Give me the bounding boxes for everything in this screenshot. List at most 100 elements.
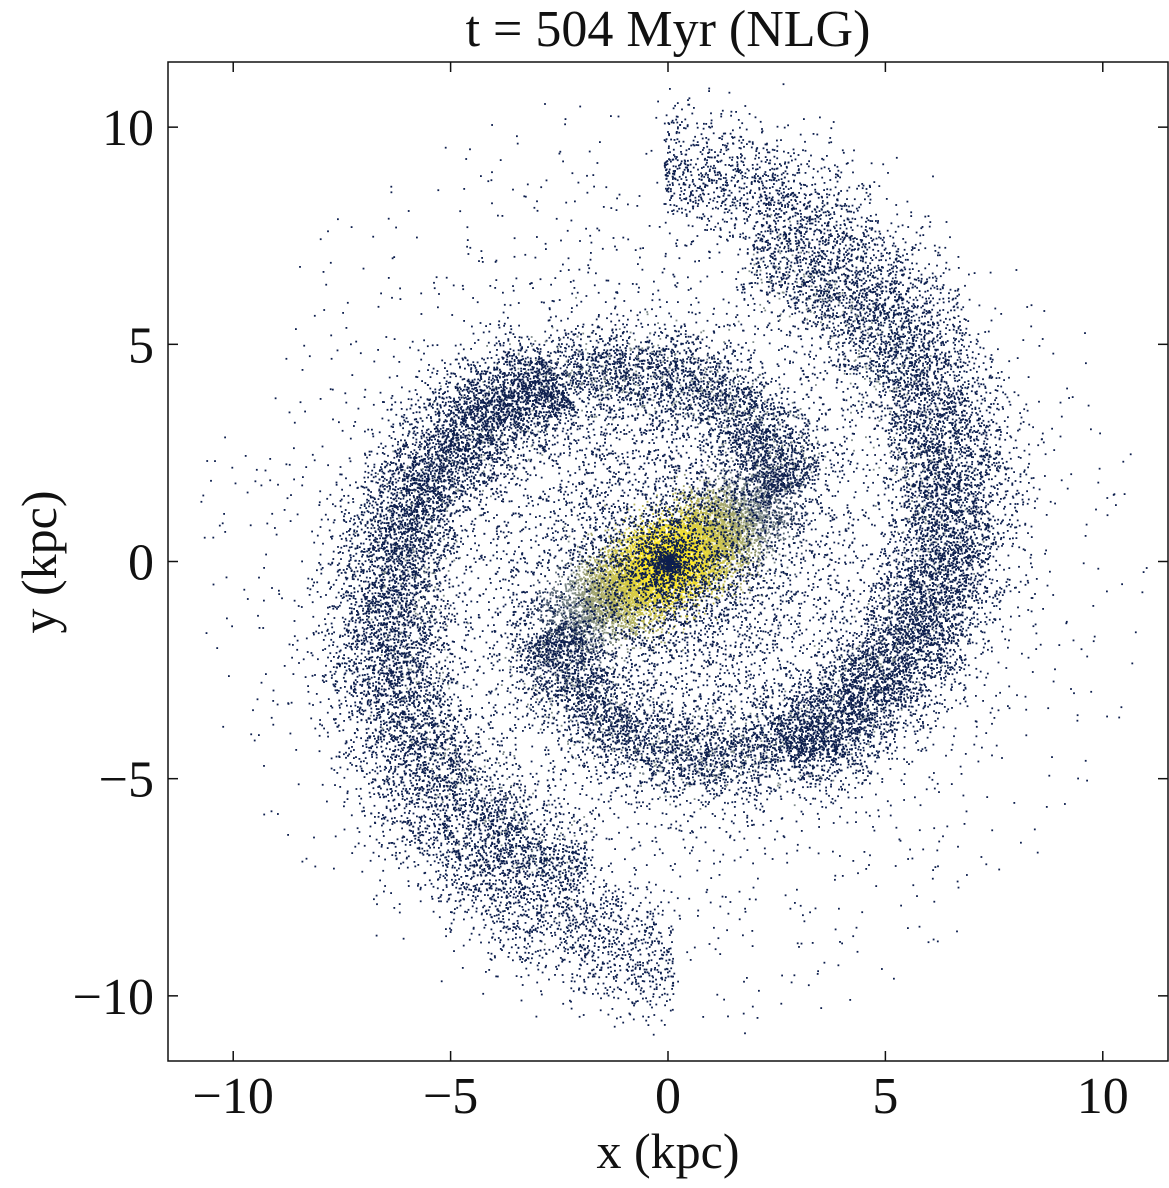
- density-particle: [626, 551, 629, 554]
- density-particle: [757, 574, 760, 576]
- density-particle: [742, 537, 744, 540]
- density-particle: [509, 633, 512, 635]
- density-particle: [683, 581, 685, 584]
- density-particle: [646, 528, 649, 531]
- density-particle: [498, 653, 501, 655]
- density-particle: [719, 551, 722, 554]
- density-particle: [740, 588, 743, 591]
- density-particle: [582, 571, 585, 574]
- density-particle: [726, 522, 729, 525]
- density-particle: [564, 625, 567, 628]
- density-particle: [558, 608, 560, 610]
- density-particle: [548, 623, 550, 626]
- density-particle: [513, 626, 516, 629]
- density-particle: [726, 504, 728, 507]
- density-particle: [695, 531, 698, 534]
- density-particle: [800, 478, 803, 481]
- density-particle: [779, 501, 781, 504]
- density-particle: [650, 538, 653, 541]
- density-particle: [575, 630, 577, 633]
- density-particle: [588, 617, 591, 620]
- density-particle: [756, 481, 759, 484]
- density-particle: [652, 526, 654, 528]
- density-particle: [702, 514, 705, 517]
- density-particle: [738, 505, 741, 508]
- density-particle: [678, 502, 681, 505]
- density-particle: [632, 574, 635, 576]
- density-particle: [702, 497, 704, 499]
- density-particle: [667, 536, 669, 539]
- density-particle: [624, 548, 627, 551]
- density-particle: [540, 610, 543, 613]
- density-particle: [605, 554, 608, 557]
- density-particle: [714, 589, 717, 591]
- density-particle: [764, 520, 767, 523]
- density-particle: [641, 590, 644, 592]
- density-particle: [602, 597, 605, 600]
- density-particle: [691, 596, 694, 599]
- density-particle: [498, 658, 501, 661]
- density-particle: [588, 599, 591, 601]
- density-particle: [717, 511, 720, 513]
- density-particle: [717, 597, 720, 600]
- density-particle: [578, 621, 580, 624]
- density-particle: [654, 609, 657, 612]
- density-particle: [603, 551, 606, 553]
- density-particle: [599, 661, 602, 664]
- density-particle: [593, 597, 595, 600]
- density-particle: [537, 579, 539, 582]
- density-particle: [666, 580, 669, 583]
- density-particle: [790, 510, 792, 512]
- density-particle: [658, 614, 660, 617]
- density-particle: [723, 508, 726, 511]
- density-particle: [552, 652, 555, 654]
- density-particle: [581, 618, 584, 621]
- density-particle: [649, 630, 651, 632]
- density-particle: [613, 635, 615, 638]
- density-particle: [643, 627, 645, 630]
- density-particle: [633, 602, 636, 605]
- density-particle: [620, 613, 623, 616]
- density-particle: [708, 549, 711, 551]
- density-particle: [676, 499, 678, 501]
- density-particle: [549, 592, 552, 595]
- density-particle: [752, 561, 755, 563]
- density-particle: [590, 616, 593, 619]
- density-particle: [732, 547, 734, 550]
- density-particle: [521, 638, 524, 641]
- density-particle: [530, 616, 533, 619]
- density-particle: [779, 518, 781, 521]
- density-particle: [599, 572, 602, 575]
- density-particle: [578, 642, 580, 644]
- density-particle: [616, 585, 618, 588]
- density-particle: [800, 552, 803, 555]
- density-particle: [575, 620, 577, 623]
- density-particle: [591, 589, 594, 592]
- density-particle: [612, 637, 614, 640]
- density-particle: [687, 554, 689, 557]
- density-particle: [495, 654, 498, 657]
- density-particle: [757, 555, 759, 558]
- density-particle: [688, 507, 691, 510]
- density-particle: [744, 546, 747, 549]
- density-particle: [709, 568, 712, 571]
- density-particle: [558, 610, 560, 613]
- density-particle: [670, 525, 673, 528]
- density-particle: [774, 574, 776, 577]
- density-particle: [612, 589, 615, 592]
- density-particle: [697, 612, 700, 615]
- density-particle: [589, 601, 592, 604]
- density-particle: [700, 522, 703, 525]
- density-particle: [618, 531, 621, 533]
- density-particle: [666, 576, 669, 579]
- density-particle: [779, 538, 782, 541]
- density-particle: [682, 511, 685, 514]
- density-particle: [661, 601, 663, 603]
- density-particle: [732, 490, 735, 493]
- density-particle: [757, 545, 759, 547]
- density-particle: [752, 518, 754, 521]
- density-particle: [559, 623, 562, 626]
- density-particle: [578, 567, 581, 570]
- density-particle: [765, 524, 768, 527]
- density-particle: [583, 588, 586, 591]
